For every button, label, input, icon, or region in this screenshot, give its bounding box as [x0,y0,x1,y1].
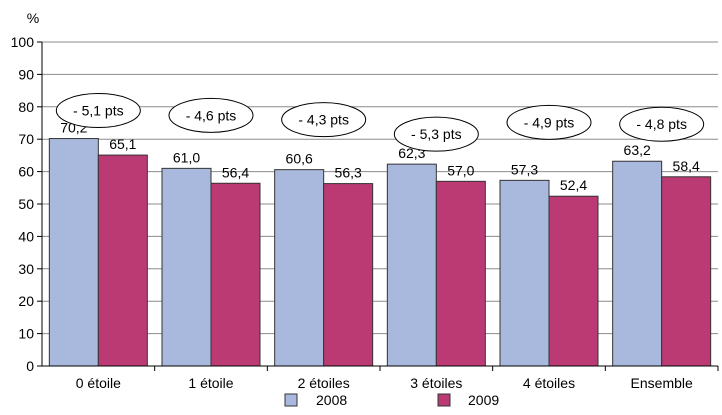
annotation-label: - 4,9 pts [524,114,575,130]
annotation-label: - 5,1 pts [73,103,124,119]
annotation-label: - 4,8 pts [636,116,687,132]
y-tick-label: 100 [11,34,35,50]
y-tick-label: 0 [26,358,34,374]
x-category-label: Ensemble [631,375,693,391]
data-label: 56,3 [335,165,362,181]
y-tick-label: 30 [18,261,34,277]
x-category-label: 0 étoile [76,375,121,391]
data-label: 63,2 [624,142,651,158]
data-label: 57,3 [511,161,538,177]
y-tick-label: 20 [18,293,34,309]
bar-2008 [386,163,437,367]
data-label: 56,4 [222,164,249,180]
annotation-ellipse [393,116,479,152]
y-tick-label: 60 [18,164,34,180]
legend-swatch [437,393,451,407]
y-tick-label: 70 [18,131,34,147]
data-label: 57,0 [447,162,474,178]
data-label: 58,4 [673,158,700,174]
y-tick-label: 40 [18,228,34,244]
bar-2009 [97,154,148,367]
gridlines [42,41,718,335]
legend-label: 2009 [468,392,499,408]
data-label: 52,4 [560,177,587,193]
bar-2009 [210,182,261,367]
y-unit-label: % [27,10,39,26]
bar-2009 [661,176,712,367]
annotation-ellipse [168,97,254,133]
bar-2008 [612,160,663,367]
bar-2008 [499,179,550,367]
annotation-ellipse [506,104,592,140]
annotation-ellipse [281,102,367,138]
x-category-label: 1 étoile [188,375,233,391]
y-tick-label: 80 [18,99,34,115]
bar-2009 [323,183,374,367]
bars [48,138,712,367]
data-label: 61,0 [173,149,200,165]
annotation-ellipse [55,93,141,129]
bar-2009 [435,180,486,367]
y-tick-label: 50 [18,196,34,212]
data-label: 60,6 [286,151,313,167]
data-label: 65,1 [109,136,136,152]
y-tick-label: 90 [18,66,34,82]
data-labels: 70,265,161,056,460,656,362,357,0 57,352,4… [60,120,700,194]
bar-2009 [548,195,599,367]
legend-label: 2008 [316,392,347,408]
bar-2008 [161,167,212,367]
y-tick-label: 10 [18,326,34,342]
axes: 0 10 20 30 40 50 60 70 80 90 100 0 étoile 1 étoile 2 … [11,34,719,391]
legend-swatch [284,393,298,407]
annotation-label: - 5,3 pts [411,126,462,142]
x-category-label: 2 étoiles [298,375,350,391]
annotation-label: - 4,6 pts [186,107,237,123]
annotation-ellipse [619,106,705,142]
annotation-label: - 4,3 pts [298,112,349,128]
bar-2008 [48,138,99,367]
annotations: - 5,1 pts - 4,6 pts - 4,3 pts - 5,3 pts - 4,… [55,93,705,152]
legend: 2008 2009 [284,392,499,408]
x-category-label: 3 étoiles [410,375,462,391]
x-category-label: 4 étoiles [523,375,575,391]
bar-2008 [274,169,325,367]
